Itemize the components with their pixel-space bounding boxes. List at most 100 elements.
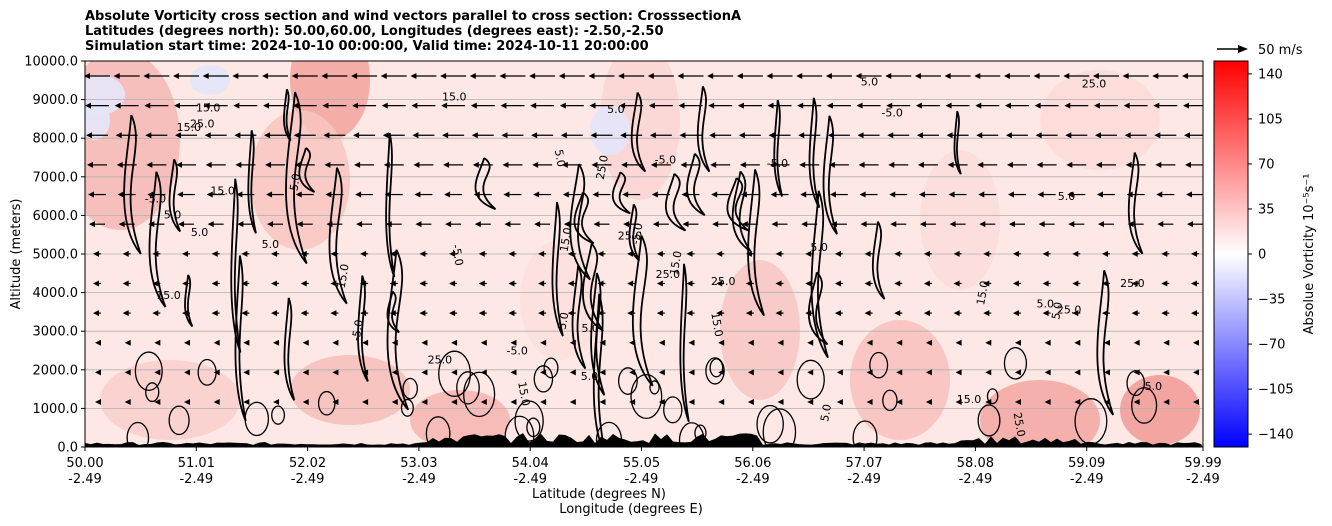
- contour-label: -5.0: [449, 243, 466, 266]
- wind-vector: [182, 310, 191, 317]
- wind-vector: [739, 161, 760, 168]
- negative-vorticity-patch: [590, 105, 630, 155]
- wind-vector: [855, 73, 882, 79]
- vorticity-contour: [168, 158, 182, 233]
- wind-vector: [440, 73, 467, 79]
- wind-vector: [619, 102, 644, 109]
- wind-vector: [480, 339, 487, 346]
- wind-vector: [918, 191, 937, 198]
- wind-vector: [834, 310, 843, 317]
- wind-vector: [896, 369, 903, 376]
- wind-vector: [326, 221, 343, 228]
- wind-vector: [473, 191, 492, 198]
- wind-vector: [538, 250, 547, 257]
- wind-vector: [362, 399, 369, 405]
- wind-vector: [508, 250, 517, 257]
- wind-vector: [86, 132, 108, 139]
- contour-label: 15.0: [708, 311, 725, 337]
- vorticity-contour: [474, 157, 497, 211]
- wind-vector: [1103, 369, 1110, 376]
- wind-vector: [953, 250, 962, 257]
- wind-vector: [1094, 132, 1117, 139]
- wind-vector: [953, 280, 962, 287]
- low-level-contour: [271, 405, 286, 425]
- vorticity-contour: [953, 110, 962, 175]
- wind-vector: [686, 250, 695, 257]
- colorbar-tick-label: 70: [1258, 157, 1275, 172]
- wind-vector: [777, 399, 784, 405]
- wind-vector: [389, 310, 398, 317]
- wind-vector: [419, 250, 428, 257]
- wind-vector: [300, 280, 309, 287]
- wind-vector: [569, 399, 576, 405]
- wind-vector: [567, 280, 576, 287]
- wind-vector: [1092, 73, 1119, 79]
- wind-vector: [538, 310, 547, 317]
- wind-vector: [983, 280, 992, 287]
- vorticity-contour: [569, 163, 591, 281]
- wind-vector: [241, 250, 250, 257]
- wind-vector: [923, 280, 932, 287]
- wind-vector: [122, 310, 131, 317]
- wind-vector: [925, 399, 932, 405]
- wind-vector: [710, 161, 731, 168]
- wind-vector: [1012, 310, 1021, 317]
- wind-vector: [1131, 280, 1140, 287]
- wind-vector: [866, 339, 873, 346]
- terrain-profile: [85, 433, 1203, 447]
- vorticity-contour: [631, 235, 654, 387]
- wind-vector: [1186, 191, 1203, 198]
- wind-vector: [567, 310, 576, 317]
- wind-vector: [148, 221, 165, 228]
- wind-vector: [1127, 221, 1144, 228]
- x-tick-label-lon: -2.49: [513, 472, 547, 487]
- low-level-contour: [244, 401, 270, 437]
- wind-vector: [1004, 102, 1029, 109]
- contour-label: 25.0: [1011, 411, 1028, 437]
- wind-vector: [152, 250, 161, 257]
- wind-vector: [295, 191, 314, 198]
- wind-vector: [204, 132, 227, 139]
- wind-vector: [302, 369, 309, 376]
- wind-vector: [1012, 280, 1021, 287]
- colorbar-tick-label: −140: [1258, 428, 1294, 443]
- contour-label: 15.0: [557, 227, 574, 253]
- vorticity-contour: [573, 191, 595, 245]
- vorticity-contour: [298, 147, 316, 193]
- wind-vector: [1042, 280, 1051, 287]
- wind-vector: [271, 250, 280, 257]
- wind-vector: [560, 132, 583, 139]
- wind-vector: [627, 310, 636, 317]
- contour-label: 15.0: [957, 393, 982, 406]
- wind-vector: [354, 161, 375, 168]
- wind-vector: [983, 250, 992, 257]
- wind-vector: [955, 339, 962, 346]
- wind-vector: [332, 369, 339, 376]
- wind-vector: [977, 161, 998, 168]
- y-tick-label: 10000.0: [24, 55, 78, 70]
- wind-vector: [451, 369, 458, 376]
- x-tick-label-lon: -2.49: [68, 472, 102, 487]
- wind-vector: [561, 161, 582, 168]
- vorticity-patch: [720, 260, 800, 400]
- wind-vector: [241, 280, 250, 287]
- wind-vector: [1191, 310, 1199, 317]
- wind-vector: [124, 369, 131, 376]
- contour-label: 15.0: [156, 289, 181, 302]
- low-level-contour: [400, 398, 414, 417]
- wind-vector: [1072, 250, 1081, 257]
- wind-vector: [797, 102, 822, 109]
- wind-vector: [985, 339, 992, 346]
- vorticity-contour: [230, 178, 242, 353]
- wind-vector: [184, 339, 191, 346]
- wind-vector: [562, 191, 581, 198]
- wind-vector: [1042, 310, 1051, 317]
- wind-vector: [769, 161, 790, 168]
- vorticity-contour: [1096, 269, 1114, 416]
- wind-vector: [233, 102, 258, 109]
- wind-vector: [1008, 221, 1025, 228]
- wind-vector: [421, 339, 428, 346]
- wind-vector: [712, 221, 729, 228]
- wind-vector: [1103, 399, 1110, 405]
- x-tick-label-lat: 55.05: [623, 456, 660, 471]
